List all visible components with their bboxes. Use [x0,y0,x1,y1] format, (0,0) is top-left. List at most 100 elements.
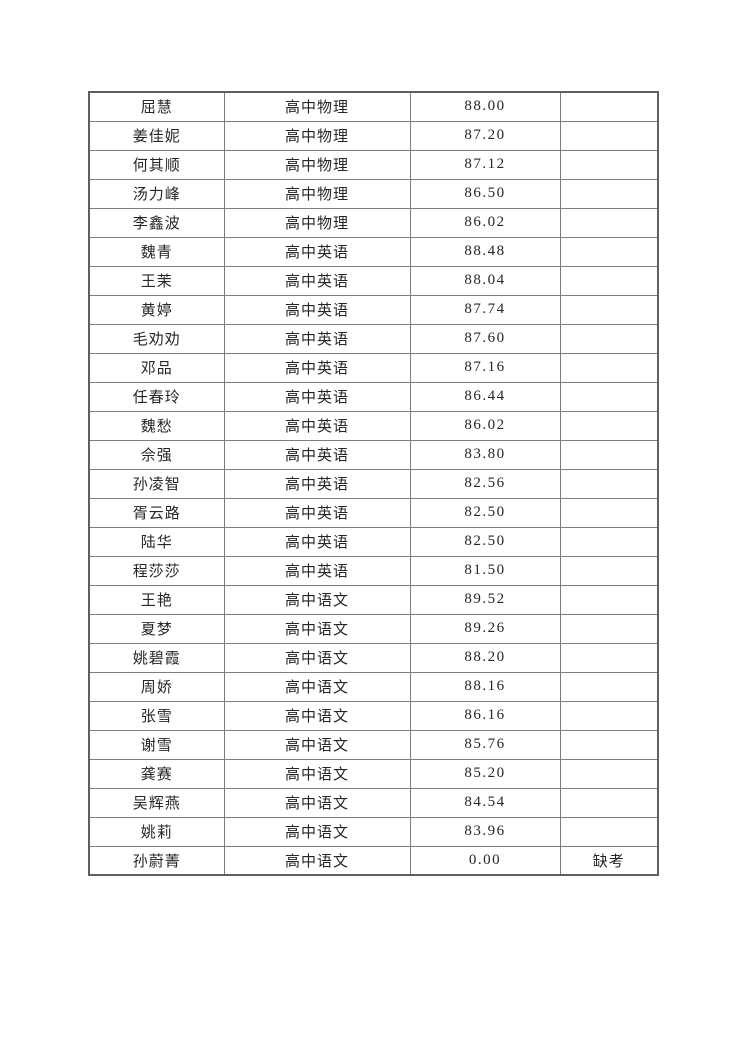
cell-name: 姚碧霞 [88,642,225,673]
table-row: 毛劝劝 高中英语 87.60 [88,323,659,354]
cell-remark [559,671,659,702]
cell-score: 88.04 [409,265,561,296]
cell-score: 88.00 [409,91,561,122]
table-row: 周娇 高中语文 88.16 [88,671,659,702]
cell-name: 邓品 [88,352,225,383]
table-row: 姚碧霞 高中语文 88.20 [88,642,659,673]
cell-name: 魏愁 [88,410,225,441]
cell-remark [559,526,659,557]
cell-score: 86.16 [409,700,561,731]
cell-subject: 高中语文 [223,613,411,644]
table-row: 姜佳妮 高中物理 87.20 [88,120,659,151]
cell-remark [559,729,659,760]
cell-name: 汤力峰 [88,178,225,209]
cell-subject: 高中英语 [223,352,411,383]
table-row: 魏青 高中英语 88.48 [88,236,659,267]
cell-remark [559,700,659,731]
cell-name: 张雪 [88,700,225,731]
table-row: 程莎莎 高中英语 81.50 [88,555,659,586]
cell-name: 周娇 [88,671,225,702]
cell-score: 81.50 [409,555,561,586]
cell-subject: 高中英语 [223,497,411,528]
cell-remark [559,207,659,238]
cell-subject: 高中英语 [223,526,411,557]
cell-score: 88.48 [409,236,561,267]
cell-name: 王茉 [88,265,225,296]
score-table-body: 屈慧 高中物理 88.00 姜佳妮 高中物理 87.20 何其顺 高中物理 87.12 汤力峰 高中… [88,91,659,876]
cell-subject: 高中英语 [223,381,411,412]
cell-name: 夏梦 [88,613,225,644]
cell-remark [559,439,659,470]
table-row: 夏梦 高中语文 89.26 [88,613,659,644]
cell-remark [559,816,659,847]
cell-score: 83.96 [409,816,561,847]
cell-subject: 高中英语 [223,265,411,296]
cell-subject: 高中语文 [223,758,411,789]
cell-subject: 高中英语 [223,294,411,325]
table-row: 张雪 高中语文 86.16 [88,700,659,731]
cell-score: 84.54 [409,787,561,818]
cell-name: 何其顺 [88,149,225,180]
cell-remark [559,758,659,789]
cell-subject: 高中语文 [223,845,411,876]
cell-name: 孙蔚菁 [88,845,225,876]
cell-score: 86.02 [409,207,561,238]
cell-name: 屈慧 [88,91,225,122]
cell-subject: 高中英语 [223,468,411,499]
cell-remark [559,613,659,644]
table-row: 魏愁 高中英语 86.02 [88,410,659,441]
table-row: 陆华 高中英语 82.50 [88,526,659,557]
cell-name: 佘强 [88,439,225,470]
cell-score: 89.52 [409,584,561,615]
cell-remark [559,497,659,528]
cell-remark [559,91,659,122]
cell-score: 0.00 [409,845,561,876]
table-row: 胥云路 高中英语 82.50 [88,497,659,528]
cell-subject: 高中语文 [223,816,411,847]
table-row: 汤力峰 高中物理 86.50 [88,178,659,209]
table-row: 龚赛 高中语文 85.20 [88,758,659,789]
cell-score: 86.02 [409,410,561,441]
cell-name: 黄婷 [88,294,225,325]
cell-name: 姜佳妮 [88,120,225,151]
cell-remark [559,468,659,499]
cell-remark [559,642,659,673]
cell-subject: 高中语文 [223,584,411,615]
cell-score: 83.80 [409,439,561,470]
cell-name: 程莎莎 [88,555,225,586]
cell-subject: 高中语文 [223,642,411,673]
cell-name: 魏青 [88,236,225,267]
cell-remark [559,381,659,412]
table-row: 何其顺 高中物理 87.12 [88,149,659,180]
cell-remark [559,178,659,209]
cell-score: 85.20 [409,758,561,789]
cell-subject: 高中英语 [223,236,411,267]
cell-subject: 高中物理 [223,91,411,122]
cell-score: 82.50 [409,526,561,557]
cell-remark: 缺考 [559,845,659,876]
cell-remark [559,410,659,441]
cell-remark [559,555,659,586]
cell-name: 任春玲 [88,381,225,412]
cell-score: 89.26 [409,613,561,644]
cell-score: 87.74 [409,294,561,325]
cell-remark [559,787,659,818]
cell-subject: 高中英语 [223,555,411,586]
cell-score: 87.20 [409,120,561,151]
cell-name: 谢雪 [88,729,225,760]
cell-subject: 高中语文 [223,700,411,731]
cell-remark [559,265,659,296]
cell-subject: 高中英语 [223,323,411,354]
table-row: 邓品 高中英语 87.16 [88,352,659,383]
cell-name: 陆华 [88,526,225,557]
cell-subject: 高中物理 [223,120,411,151]
cell-score: 87.16 [409,352,561,383]
cell-subject: 高中语文 [223,671,411,702]
table-row: 姚莉 高中语文 83.96 [88,816,659,847]
score-table: 屈慧 高中物理 88.00 姜佳妮 高中物理 87.20 何其顺 高中物理 87.12 汤力峰 高中… [88,91,659,876]
cell-name: 毛劝劝 [88,323,225,354]
table-row: 佘强 高中英语 83.80 [88,439,659,470]
cell-remark [559,584,659,615]
cell-score: 86.50 [409,178,561,209]
